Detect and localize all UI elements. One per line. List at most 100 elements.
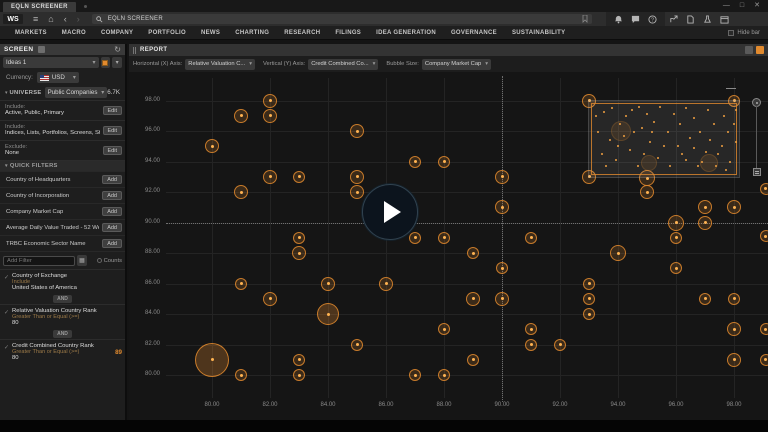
home-icon[interactable]: ⌂ (48, 14, 54, 24)
chart-bubble[interactable] (668, 214, 684, 231)
chart-bubble[interactable] (234, 185, 248, 199)
slider-track[interactable] (756, 106, 757, 168)
collapse-caret-icon[interactable]: ▾ (5, 89, 8, 96)
menu-item-governance[interactable]: GOVERNANCE (450, 29, 497, 36)
menu-item-idea-generation[interactable]: IDEA GENERATION (376, 29, 436, 36)
slider-end-button[interactable] (752, 168, 761, 176)
drag-handle-icon[interactable] (133, 46, 136, 54)
add-button[interactable]: Add (102, 239, 122, 248)
menu-item-company[interactable]: COMPANY (100, 29, 134, 36)
chart-bubble[interactable] (698, 200, 712, 215)
menu-item-research[interactable]: RESEARCH (284, 29, 321, 36)
close-button[interactable]: ✕ (754, 2, 760, 9)
chart-bubble[interactable] (351, 338, 363, 351)
chart-view-icon[interactable] (756, 46, 764, 54)
apps-icon[interactable] (703, 14, 712, 24)
chart-bubble[interactable] (467, 353, 479, 366)
hide-bar-toggle[interactable]: Hide bar (728, 29, 760, 36)
bookmark-icon[interactable] (582, 10, 588, 28)
chart-bubble[interactable] (438, 323, 450, 336)
chart-bubble[interactable] (759, 353, 768, 366)
chart-bubble[interactable] (727, 352, 741, 367)
menu-item-markets[interactable]: MARKETS (15, 29, 47, 36)
chart-bubble[interactable] (699, 292, 711, 305)
chart-bubble[interactable] (235, 277, 247, 290)
chart-bubble[interactable] (759, 182, 768, 195)
video-play-button[interactable] (362, 184, 418, 240)
screen-info-icon[interactable] (37, 46, 45, 53)
add-filter-input[interactable] (3, 255, 75, 266)
add-button[interactable]: Add (102, 191, 122, 200)
menu-icon[interactable]: ≡ (33, 14, 39, 24)
chart-bubble[interactable] (379, 276, 393, 291)
search-input[interactable]: EQLN SCREENER (91, 14, 592, 24)
chart-bubble[interactable] (195, 342, 229, 377)
chart-bubble[interactable] (409, 155, 421, 168)
color-swatch-button[interactable] (100, 57, 111, 68)
chart-bubble[interactable] (263, 93, 277, 108)
chart-bubble[interactable] (670, 231, 682, 244)
chart-bubble[interactable] (583, 277, 595, 290)
menu-item-portfolio[interactable]: PORTFOLIO (148, 29, 186, 36)
table-view-icon[interactable] (745, 46, 753, 54)
add-button[interactable]: Add (102, 207, 122, 216)
active-filter-card[interactable]: ✓ Relative Valuation Country Rank Greater … (0, 304, 125, 329)
share-icon[interactable] (669, 14, 678, 24)
chart-bubble[interactable] (292, 246, 306, 260)
app-tab[interactable]: EQLN SCREENER (3, 2, 76, 12)
refresh-icon[interactable]: ↻ (114, 44, 121, 54)
chart-bubble[interactable] (759, 323, 768, 336)
chart-bubble[interactable] (759, 230, 768, 243)
chart-bubble[interactable] (525, 338, 537, 351)
active-filter-card[interactable]: ✓ Country of Exchange Include United States… (0, 269, 125, 294)
chart-bubble[interactable] (525, 323, 537, 336)
chart-bubble[interactable] (698, 215, 712, 230)
selection-resize-handle[interactable] (726, 88, 736, 89)
menu-item-news[interactable]: NEWS (200, 29, 221, 36)
selection-rectangle[interactable] (588, 100, 740, 178)
chart-bubble[interactable] (438, 231, 450, 244)
workspace-logo[interactable]: WS (3, 14, 23, 24)
chart-bubble[interactable] (554, 338, 566, 351)
maximize-button[interactable]: □ (739, 2, 745, 9)
chart-bubble[interactable] (350, 124, 364, 138)
counts-toggle[interactable] (96, 258, 102, 263)
notifications-bell-icon[interactable] (614, 15, 623, 24)
chart-bubble[interactable] (496, 262, 508, 275)
help-icon[interactable]: ? (648, 14, 657, 24)
chart-bubble[interactable] (582, 169, 596, 184)
add-button[interactable]: Add (102, 223, 122, 232)
chart-bubble[interactable] (610, 245, 626, 261)
bubble-size-select[interactable]: Company Market Cap ▾ (421, 58, 492, 70)
chart-bubble[interactable] (495, 200, 509, 215)
chart-bubble[interactable] (293, 369, 305, 381)
chart-bubble[interactable] (438, 155, 450, 168)
y-axis-select[interactable]: Credit Combined Co... ▾ (308, 58, 379, 70)
minimize-button[interactable]: — (722, 2, 730, 9)
chart-bubble[interactable] (263, 291, 277, 306)
chart-bubble[interactable] (727, 322, 741, 337)
edit-button[interactable]: Edit (102, 125, 122, 135)
chart-bubble[interactable] (235, 369, 247, 381)
chart-bubble[interactable] (466, 291, 480, 306)
x-axis-select[interactable]: Relative Valuation C... ▾ (185, 58, 255, 70)
chart-bubble[interactable] (582, 93, 596, 108)
edit-button[interactable]: Edit (102, 145, 122, 155)
chart-bubble[interactable] (263, 169, 277, 184)
screen-options-button[interactable]: ▾ (112, 57, 122, 68)
chart-bubble[interactable] (583, 308, 595, 320)
chart-bubble[interactable] (495, 169, 509, 184)
chart-bubble[interactable] (321, 276, 335, 291)
chart-bubble[interactable] (467, 247, 479, 259)
chart-bubble[interactable] (205, 139, 219, 154)
universe-select[interactable]: Public Companies ▾ (44, 87, 108, 98)
chart-bubble[interactable] (728, 292, 740, 305)
chart-bubble[interactable] (495, 291, 509, 306)
chart-bubble[interactable] (293, 170, 305, 183)
chart-bubble[interactable] (583, 292, 595, 305)
add-button[interactable]: Add (102, 175, 122, 184)
forward-icon[interactable]: › (76, 14, 80, 24)
active-filter-card[interactable]: ✓ Credit Combined Country Rank Greater Tha… (0, 339, 125, 364)
menu-item-filings[interactable]: FILINGS (335, 29, 362, 36)
chart-bubble[interactable] (263, 108, 277, 123)
